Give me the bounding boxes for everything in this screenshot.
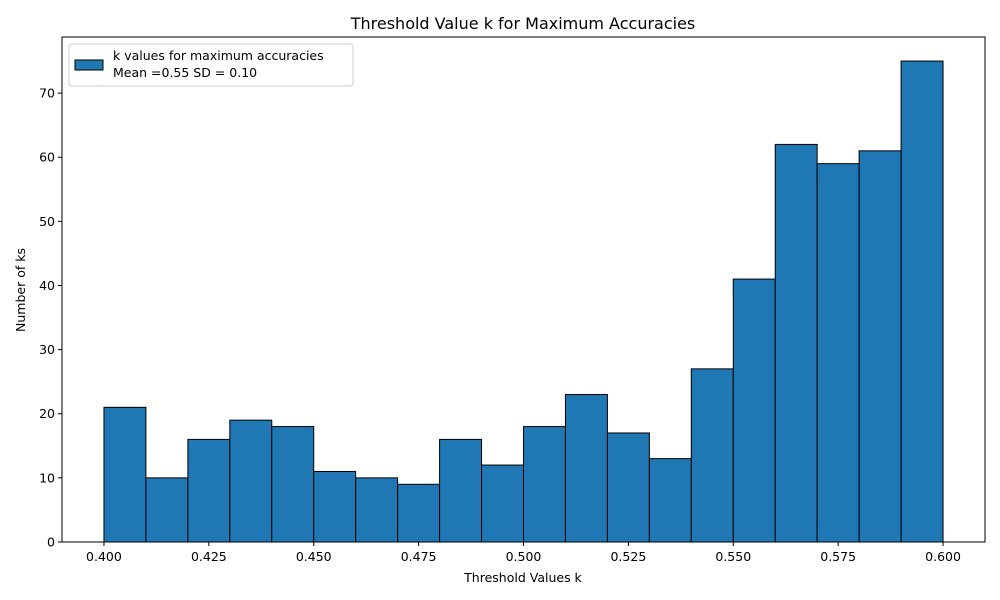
- histogram-bar: [523, 426, 566, 543]
- histogram-bar: [271, 426, 315, 543]
- y-tick-label: 20: [39, 406, 55, 421]
- legend: k values for maximum accuracies Mean =0.…: [68, 43, 354, 87]
- x-axis-label: Threshold Values k: [463, 570, 582, 585]
- legend-swatch: [74, 59, 104, 71]
- y-axis-ticks: 0 10 20 30 40 50 60 70: [39, 86, 62, 550]
- legend-label-stats: Mean =0.55 SD = 0.10: [113, 65, 257, 80]
- x-tick-label: 0.600: [925, 549, 961, 564]
- histogram-bar: [439, 438, 483, 543]
- x-tick-label: 0.550: [715, 549, 751, 564]
- histogram-bar: [397, 483, 441, 543]
- y-tick-label: 30: [39, 342, 55, 357]
- bars-group: [103, 60, 944, 543]
- histogram-bar: [187, 438, 231, 543]
- histogram-bar: [355, 477, 399, 543]
- histogram-bar: [732, 278, 776, 543]
- chart-title: Threshold Value k for Maximum Accuracies: [350, 14, 696, 33]
- histogram-bar: [229, 419, 273, 543]
- histogram-bar: [313, 470, 357, 543]
- x-tick-label: 0.525: [610, 549, 646, 564]
- histogram-bar: [648, 458, 692, 543]
- y-tick-label: 10: [39, 470, 55, 485]
- histogram-bar: [900, 60, 944, 543]
- y-axis-label: Number of ks: [13, 248, 28, 332]
- histogram-bar: [816, 163, 860, 543]
- x-tick-label: 0.400: [86, 549, 122, 564]
- legend-box: [68, 43, 354, 87]
- x-tick-label: 0.500: [506, 549, 542, 564]
- legend-label-series: k values for maximum accuracies: [113, 48, 324, 63]
- y-tick-label: 40: [39, 278, 55, 293]
- histogram-bar: [858, 150, 902, 543]
- x-tick-label: 0.475: [401, 549, 437, 564]
- histogram-bar: [481, 464, 524, 543]
- y-tick-label: 70: [39, 86, 55, 101]
- histogram-bar: [690, 368, 734, 543]
- histogram-bar: [774, 143, 818, 543]
- histogram-bar: [145, 477, 189, 543]
- x-tick-label: 0.575: [820, 549, 856, 564]
- y-tick-label: 0: [47, 535, 55, 550]
- histogram-bar: [564, 394, 608, 543]
- x-axis-ticks: 0.400 0.425 0.450 0.475 0.500 0.525 0.550 0.575…: [86, 542, 961, 564]
- histogram-bar: [606, 432, 650, 543]
- x-tick-label: 0.450: [296, 549, 332, 564]
- y-tick-label: 60: [39, 150, 55, 165]
- x-tick-label: 0.425: [191, 549, 227, 564]
- y-tick-label: 50: [39, 214, 55, 229]
- histogram-bar: [103, 406, 147, 543]
